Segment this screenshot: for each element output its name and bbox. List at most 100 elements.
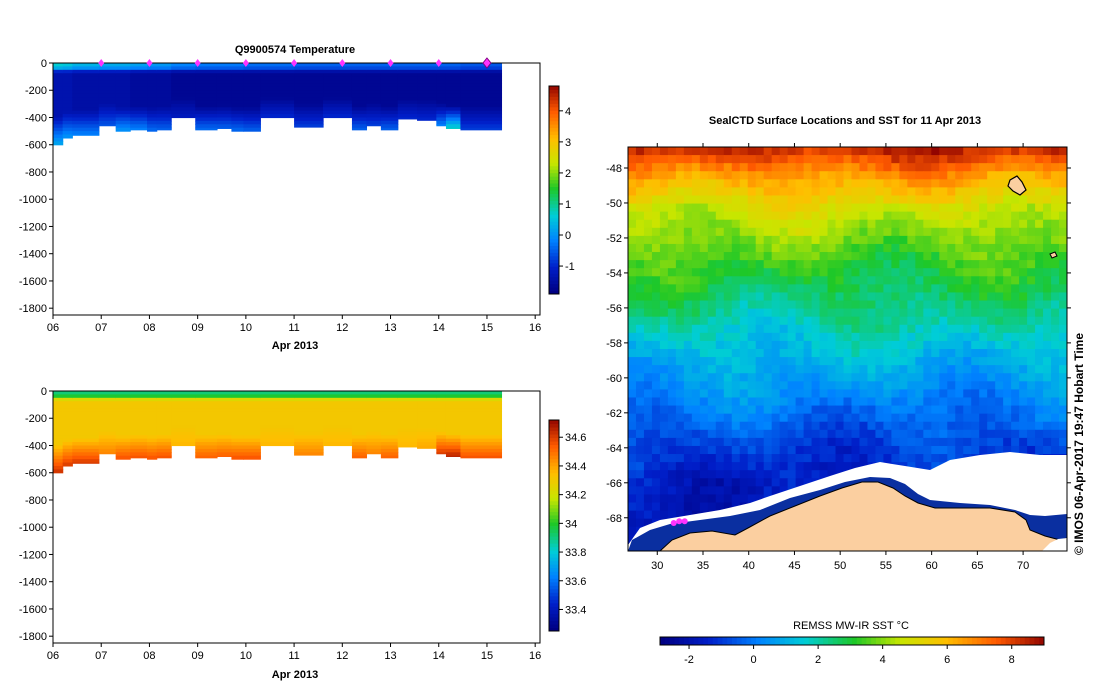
sst-cell: [851, 227, 861, 237]
section-cell: [323, 404, 353, 409]
sst-cell: [651, 381, 661, 390]
sst-cell: [755, 260, 765, 269]
sst-cell: [659, 405, 669, 415]
section-cell: [72, 110, 100, 115]
temperature-y-axis: 0-200-400-600-800-1000-1200-1400-1600-18…: [19, 58, 53, 315]
sst-cell: [651, 470, 661, 479]
section-cell: [436, 63, 447, 68]
sst-cell: [915, 316, 924, 326]
section-cell: [351, 435, 368, 440]
sst-cell: [859, 284, 869, 294]
section-cell: [231, 90, 245, 95]
sst-cell: [811, 203, 821, 213]
colorbar-segment: [549, 242, 559, 246]
sst-cell: [771, 429, 781, 439]
sst-cell: [715, 316, 725, 326]
colorbar-segment: [549, 560, 559, 565]
sst-cell: [1059, 187, 1067, 197]
sst-cell: [859, 292, 869, 302]
sst-cell: [643, 227, 653, 237]
sst-cell: [827, 211, 837, 221]
section-cell: [351, 431, 368, 436]
sst-cell: [843, 171, 853, 180]
sst-cell: [795, 340, 805, 350]
sst-cell: [819, 437, 829, 447]
colorbar-frame: [548, 85, 560, 295]
sst-cell: [899, 300, 908, 310]
sst-cell: [1011, 308, 1020, 318]
sst-colorbar-segment: [770, 637, 776, 645]
sst-colorbar-segment: [760, 637, 767, 645]
section-cell: [351, 66, 368, 71]
sst-cell: [803, 292, 813, 302]
sst-cell: [963, 308, 972, 318]
colorbar-segment: [549, 420, 559, 425]
sst-cell: [867, 179, 877, 188]
sst-cell: [891, 454, 900, 463]
sst-cell: [883, 195, 892, 205]
sst-cell: [875, 405, 885, 415]
sst-cell: [683, 510, 693, 520]
sst-cell: [1003, 235, 1012, 245]
sst-cell: [699, 462, 709, 471]
sst-cell: [891, 203, 900, 213]
section-cell: [351, 411, 368, 416]
sst-cell: [699, 300, 709, 310]
section-cell: [62, 435, 73, 440]
sst-cell: [707, 397, 717, 407]
sst-cell: [819, 373, 829, 382]
sst-cell: [939, 260, 948, 269]
sst-cell: [643, 252, 653, 261]
sst-cell: [915, 397, 924, 407]
sst-cell: [819, 316, 829, 326]
sst-cell: [683, 147, 693, 156]
section-cell: [436, 401, 447, 406]
sst-cell: [691, 494, 701, 504]
sst-cell: [691, 252, 701, 261]
sst-cell: [1035, 349, 1044, 358]
sst-cell: [923, 357, 932, 366]
sst-cell: [1043, 324, 1052, 334]
sst-cell: [731, 445, 741, 455]
section-cell: [397, 76, 418, 81]
sst-cell: [939, 276, 948, 285]
sst-cell: [675, 252, 685, 261]
sst-cell: [971, 211, 980, 221]
sst-cell: [987, 421, 996, 431]
sst-cell: [651, 365, 661, 374]
sst-cell: [819, 397, 829, 407]
sst-cell: [1043, 211, 1052, 221]
sst-cell: [939, 155, 948, 164]
sst-cell: [771, 445, 781, 455]
sst-cell: [667, 252, 677, 261]
section-cell: [147, 404, 158, 409]
section-cell: [294, 120, 324, 125]
sst-cell: [683, 357, 693, 366]
sst-cell: [923, 405, 932, 415]
sst-cell: [931, 171, 940, 180]
sst-cell: [787, 300, 797, 310]
sst-cell: [1059, 300, 1067, 310]
sst-cell: [867, 316, 877, 326]
section-cell: [98, 80, 117, 85]
section-cell: [323, 114, 353, 119]
sst-cell: [715, 155, 725, 164]
sst-cell: [635, 324, 645, 334]
sst-cell: [827, 227, 837, 237]
sst-cell: [827, 171, 837, 180]
sst-colorbar-segment: [948, 637, 954, 645]
sst-cell: [1035, 260, 1044, 269]
sst-cell: [811, 187, 821, 197]
sst-cell: [1019, 340, 1028, 350]
sst-cell: [899, 349, 908, 358]
sst-cell: [1027, 381, 1036, 390]
sst-cell: [667, 308, 677, 318]
sst-cell: [883, 324, 892, 334]
sst-cell: [995, 252, 1004, 261]
sst-cell: [1019, 260, 1028, 269]
sst-cell: [699, 397, 709, 407]
sst-cell: [691, 179, 701, 188]
sst-cell: [731, 397, 741, 407]
sst-cell: [811, 462, 821, 471]
section-cell: [115, 107, 131, 112]
